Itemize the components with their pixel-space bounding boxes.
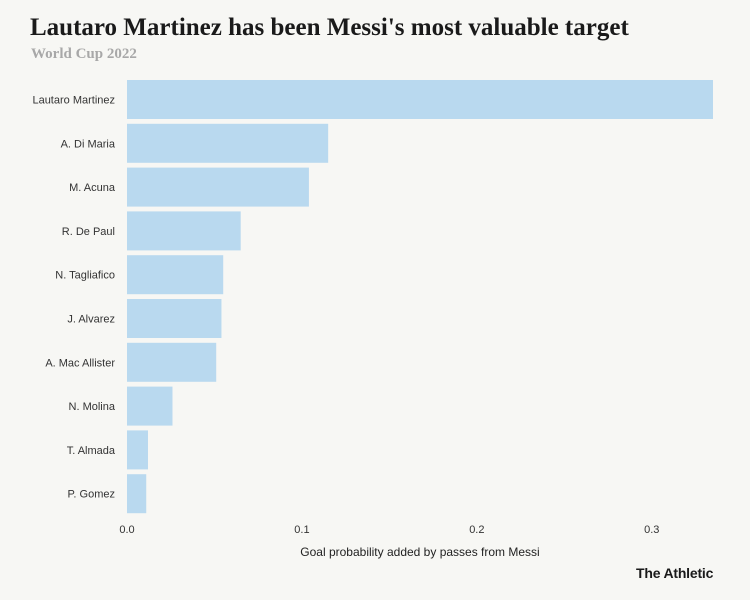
category-label: M. Acuna xyxy=(69,182,116,194)
bar xyxy=(127,167,309,207)
bar xyxy=(127,386,173,426)
brand-logo: The Athletic xyxy=(636,565,714,581)
x-tick-label: 0.3 xyxy=(644,524,659,536)
chart-subtitle: World Cup 2022 xyxy=(31,46,137,62)
bar xyxy=(127,211,241,251)
bar xyxy=(127,474,147,514)
bar xyxy=(127,255,224,295)
chart-title: Lautaro Martinez has been Messi's most v… xyxy=(30,14,629,41)
bar xyxy=(127,123,329,163)
category-label: T. Almada xyxy=(67,445,116,457)
category-label: Lautaro Martinez xyxy=(32,95,115,107)
bar xyxy=(127,299,222,338)
category-label: A. Di Maria xyxy=(61,138,116,150)
x-axis-label: Goal probability added by passes from Me… xyxy=(300,545,539,559)
category-label: R. De Paul xyxy=(62,226,115,238)
category-label: P. Gomez xyxy=(68,489,116,501)
x-tick-label: 0.1 xyxy=(294,524,309,536)
category-label: N. Tagliafico xyxy=(55,270,115,282)
bar xyxy=(127,342,217,382)
x-tick-label: 0.2 xyxy=(469,524,484,536)
x-tick-label: 0.0 xyxy=(119,524,134,536)
category-label: N. Molina xyxy=(69,401,116,413)
category-label: J. Alvarez xyxy=(67,314,115,326)
bar xyxy=(127,430,148,470)
category-label: A. Mac Allister xyxy=(45,357,115,369)
bar xyxy=(127,80,713,119)
